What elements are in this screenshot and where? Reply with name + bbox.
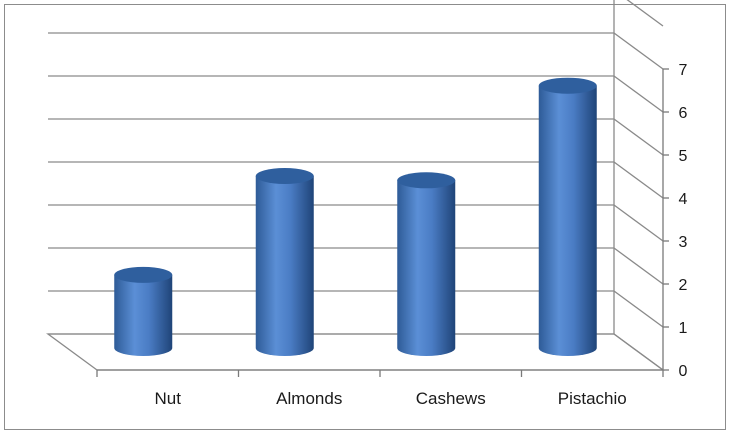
category-labels: Nut Almonds Cashews Pistachio bbox=[155, 389, 627, 408]
side-gridline bbox=[613, 290, 664, 328]
bar-body bbox=[114, 274, 173, 356]
side-gridline bbox=[613, 118, 664, 156]
bar-top bbox=[255, 168, 314, 184]
y-tick-label: 5 bbox=[679, 148, 688, 165]
side-gridline bbox=[613, 247, 664, 285]
y-tick-label: 2 bbox=[679, 277, 688, 294]
side-gridline bbox=[613, 75, 664, 113]
bar-top bbox=[397, 172, 456, 189]
bar bbox=[397, 172, 456, 356]
category-label: Cashews bbox=[416, 389, 486, 408]
bar bbox=[255, 168, 314, 356]
y-tick-labels: 0 1 2 3 4 5 6 7 bbox=[679, 62, 688, 380]
gridlines bbox=[48, 0, 664, 371]
y-tick-label: 6 bbox=[679, 105, 688, 122]
side-gridline bbox=[613, 333, 664, 371]
side-gridline bbox=[613, 32, 664, 70]
y-tick-label: 1 bbox=[679, 320, 688, 337]
side-gridline bbox=[613, 161, 664, 199]
category-label: Almonds bbox=[276, 389, 342, 408]
bar-body bbox=[255, 176, 314, 356]
bars bbox=[114, 77, 597, 356]
bar bbox=[114, 266, 173, 356]
axes bbox=[96, 68, 669, 377]
side-gridline bbox=[613, 204, 664, 242]
side-gridline bbox=[626, 0, 664, 27]
category-label: Nut bbox=[155, 389, 182, 408]
y-tick-label: 7 bbox=[679, 62, 688, 79]
bar bbox=[538, 77, 597, 356]
chart-frame bbox=[4, 4, 726, 430]
bar-body bbox=[397, 180, 456, 356]
y-tick-label: 0 bbox=[679, 363, 688, 380]
category-label: Pistachio bbox=[558, 389, 627, 408]
y-tick-label: 3 bbox=[679, 234, 688, 251]
bar-top bbox=[114, 266, 173, 283]
y-tick-label: 4 bbox=[679, 191, 688, 208]
bar-body bbox=[538, 85, 597, 356]
bar-top bbox=[538, 77, 597, 94]
